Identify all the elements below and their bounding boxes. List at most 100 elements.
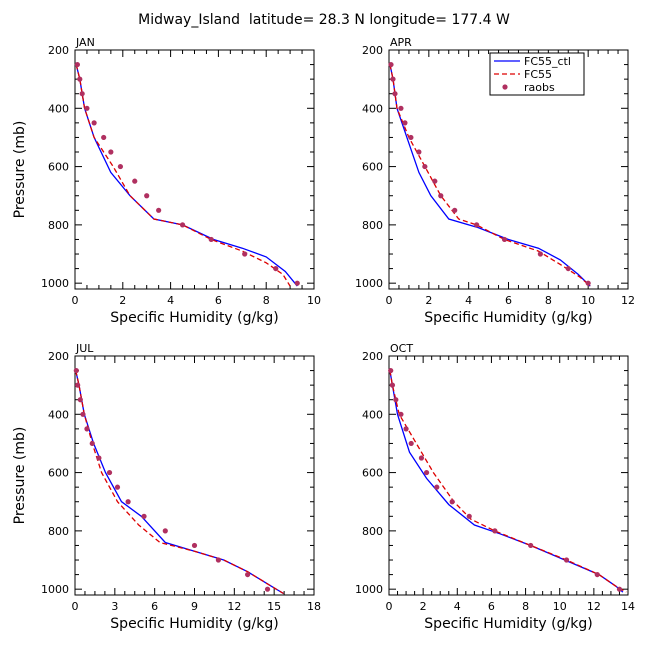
data-point <box>106 469 113 476</box>
data-point <box>403 426 409 432</box>
y-tick-label: 800 <box>362 219 383 232</box>
data-point <box>108 149 114 155</box>
x-axis-label: Specific Humidity (g/kg) <box>424 616 592 632</box>
data-point <box>389 382 396 388</box>
data-point <box>75 382 81 388</box>
x-tick-label: 9 <box>191 600 198 613</box>
data-point <box>408 134 414 141</box>
y-tick-label: 400 <box>48 102 69 115</box>
y-tick-label: 600 <box>362 161 383 174</box>
series-raobs <box>388 61 591 286</box>
series-fc55-ctl-line <box>389 64 591 287</box>
data-point <box>432 178 438 184</box>
data-point <box>117 163 124 170</box>
data-point <box>388 61 394 68</box>
data-point <box>438 193 444 199</box>
data-point <box>91 120 97 126</box>
data-point <box>242 251 248 257</box>
data-point <box>392 91 398 97</box>
data-point <box>74 61 80 68</box>
data-point <box>434 484 440 490</box>
data-point <box>585 280 591 286</box>
x-tick-label: 10 <box>553 600 567 613</box>
data-point <box>215 557 221 563</box>
legend-label: raobs <box>524 81 555 94</box>
data-point <box>474 222 480 228</box>
legend-entry-fc55: FC55 <box>494 68 552 81</box>
x-tick-label: 6 <box>505 294 512 307</box>
data-point <box>77 76 83 82</box>
data-point <box>84 105 90 111</box>
data-point <box>528 542 534 549</box>
x-tick-label: 8 <box>263 294 270 307</box>
y-tick-label: 400 <box>362 408 383 421</box>
x-tick-label: 6 <box>215 294 222 307</box>
x-tick-label: 4 <box>465 294 472 307</box>
x-tick-label: 2 <box>119 294 126 307</box>
data-point <box>501 236 508 243</box>
data-point <box>402 120 408 126</box>
data-point <box>141 513 147 519</box>
data-point <box>132 178 138 184</box>
figure-title: Midway_Island latitude= 28.3 N longitude… <box>138 12 510 28</box>
data-point <box>264 586 271 592</box>
data-point <box>594 571 600 578</box>
x-tick-label: 14 <box>621 600 635 613</box>
series-fc55-line <box>389 64 591 287</box>
x-tick-label: 15 <box>267 600 281 613</box>
legend-label: FC55_ctl <box>524 55 571 68</box>
legend-entry-fc55-ctl: FC55_ctl <box>494 55 571 68</box>
x-axis-label: Specific Humidity (g/kg) <box>110 616 278 632</box>
plot-frame <box>74 355 315 596</box>
panel-label: JAN <box>75 36 95 49</box>
x-tick-label: 2 <box>420 600 427 613</box>
legend-marker <box>502 84 508 90</box>
x-tick-label: 6 <box>151 600 158 613</box>
data-point <box>73 367 79 374</box>
data-point <box>162 528 168 534</box>
data-point <box>114 484 121 490</box>
data-point <box>79 91 85 97</box>
panel-label: APR <box>390 36 412 49</box>
data-point <box>390 76 396 82</box>
data-point <box>179 222 186 228</box>
y-tick-label: 600 <box>48 467 69 480</box>
x-tick-label: 8 <box>545 294 552 307</box>
data-point <box>563 557 570 563</box>
data-point <box>96 455 102 461</box>
y-axis-label: Pressure (mb) <box>12 427 28 525</box>
y-tick-label: 200 <box>48 350 69 363</box>
y-tick-label: 400 <box>362 102 383 115</box>
x-tick-label: 4 <box>167 294 174 307</box>
data-point <box>466 513 472 519</box>
y-tick-label: 400 <box>48 408 69 421</box>
data-point <box>84 426 90 432</box>
y-tick-label: 1000 <box>41 277 69 290</box>
data-point <box>616 586 623 592</box>
data-point <box>452 207 458 213</box>
y-tick-label: 200 <box>48 44 69 57</box>
data-point <box>388 367 394 374</box>
y-tick-label: 200 <box>362 44 383 57</box>
data-point <box>398 411 404 417</box>
panel-oct: 0 2 4 6 8 10 12 14 200 400 600 800 1000 OCT Specific H… <box>355 342 635 632</box>
y-axis-label: Pressure (mb) <box>12 121 28 219</box>
y-tick-label: 800 <box>362 525 383 538</box>
x-tick-label: 8 <box>522 600 529 613</box>
x-tick-label: 0 <box>386 294 393 307</box>
x-axis-label: Specific Humidity (g/kg) <box>424 310 592 326</box>
x-tick-label: 10 <box>307 294 321 307</box>
x-tick-label: 6 <box>488 600 495 613</box>
x-tick-label: 12 <box>621 294 635 307</box>
series-fc55-line <box>389 370 627 593</box>
data-point <box>393 397 399 403</box>
x-tick-label: 10 <box>581 294 595 307</box>
panel-label: OCT <box>390 342 413 355</box>
y-tick-label: 1000 <box>41 583 69 596</box>
data-point <box>156 207 162 213</box>
x-tick-label: 2 <box>425 294 432 307</box>
x-axis-label: Specific Humidity (g/kg) <box>110 310 278 326</box>
